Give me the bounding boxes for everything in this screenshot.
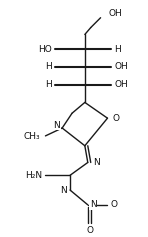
Text: N: N <box>53 121 60 130</box>
Text: OH: OH <box>114 80 128 89</box>
Text: O: O <box>112 114 119 123</box>
Text: N: N <box>93 158 99 167</box>
Text: H: H <box>46 63 52 72</box>
Text: O: O <box>86 227 93 236</box>
Text: OH: OH <box>108 9 122 18</box>
Text: HO: HO <box>39 45 52 54</box>
Text: CH₃: CH₃ <box>24 132 41 141</box>
Text: H: H <box>46 80 52 89</box>
Text: N: N <box>90 200 96 209</box>
Text: H: H <box>114 45 121 54</box>
Text: H₂N: H₂N <box>25 171 42 180</box>
Text: N: N <box>60 186 67 195</box>
Text: O: O <box>110 200 117 209</box>
Text: OH: OH <box>114 63 128 72</box>
